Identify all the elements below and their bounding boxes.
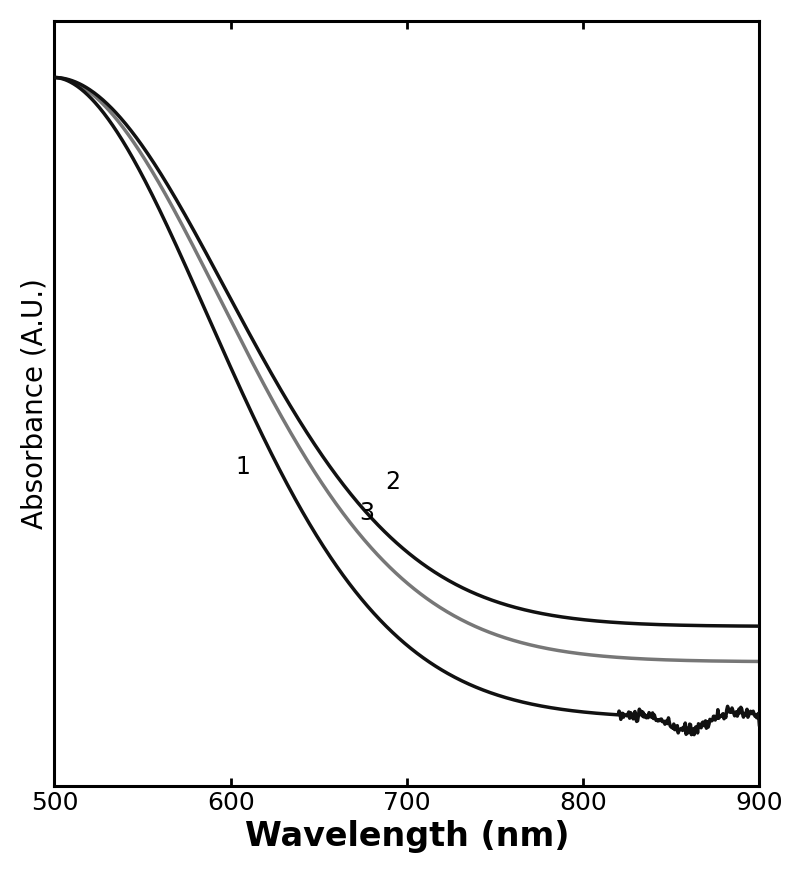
Text: 3: 3 <box>359 501 374 525</box>
Text: 2: 2 <box>385 470 400 494</box>
Text: 1: 1 <box>235 455 251 480</box>
Y-axis label: Absorbance (A.U.): Absorbance (A.U.) <box>21 278 49 529</box>
X-axis label: Wavelength (nm): Wavelength (nm) <box>244 820 569 853</box>
